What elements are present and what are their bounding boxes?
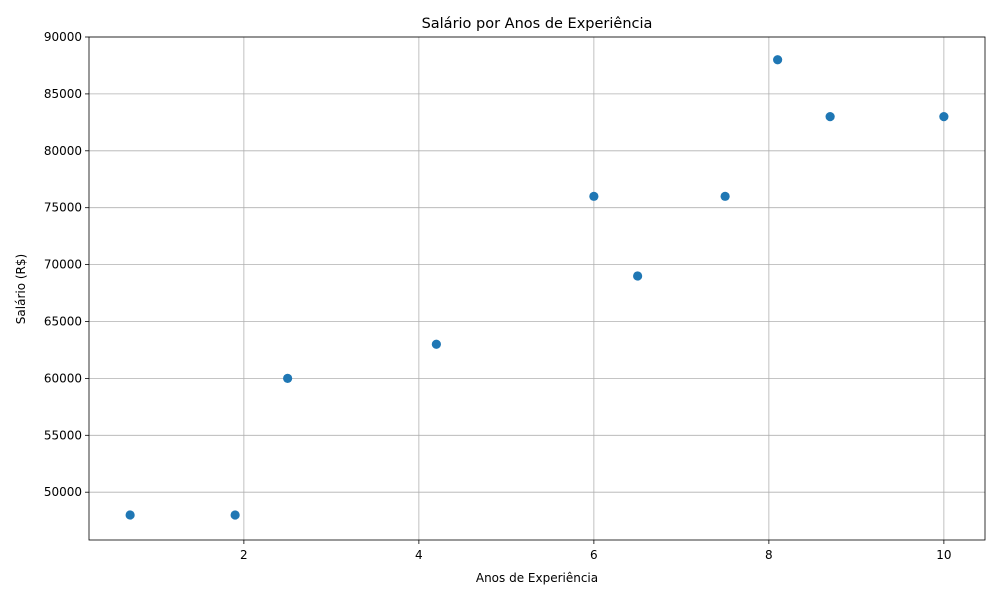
data-point: [283, 373, 293, 384]
y-tick-label: 70000: [44, 258, 82, 272]
data-point: [125, 510, 135, 520]
x-tick-label: 10: [936, 548, 951, 562]
y-tick-label: 80000: [44, 144, 82, 158]
data-point: [431, 339, 441, 349]
grid: [89, 36, 985, 540]
data-point: [720, 191, 730, 201]
data-point: [633, 271, 643, 281]
y-axis-label: Salário (R$): [14, 254, 28, 324]
y-tick-label: 90000: [44, 30, 82, 44]
x-tick-label: 6: [590, 548, 598, 562]
y-tick-label: 85000: [44, 87, 82, 101]
chart-title: Salário por Anos de Experiência: [422, 16, 653, 32]
y-axis-ticks: 50000 55000 60000 65000 70000 75000 80000 85000…: [44, 30, 89, 499]
x-tick-label: 4: [415, 548, 423, 562]
x-tick-label: 2: [240, 548, 248, 562]
data-point: [773, 55, 783, 65]
data-points: [125, 55, 949, 520]
y-tick-label: 50000: [44, 485, 82, 499]
data-point: [230, 510, 240, 520]
y-tick-label: 75000: [44, 201, 82, 215]
y-tick-label: 55000: [44, 428, 82, 442]
plot-frame: [88, 36, 986, 541]
data-point: [589, 191, 599, 201]
y-tick-label: 60000: [44, 371, 82, 385]
x-tick-label: 8: [765, 548, 773, 562]
x-axis-ticks: 2 4 6 8 10: [240, 540, 952, 562]
y-tick-label: 65000: [44, 315, 82, 329]
x-axis-label: Anos de Experiência: [476, 571, 598, 585]
data-point: [939, 112, 949, 122]
data-point: [825, 112, 835, 122]
